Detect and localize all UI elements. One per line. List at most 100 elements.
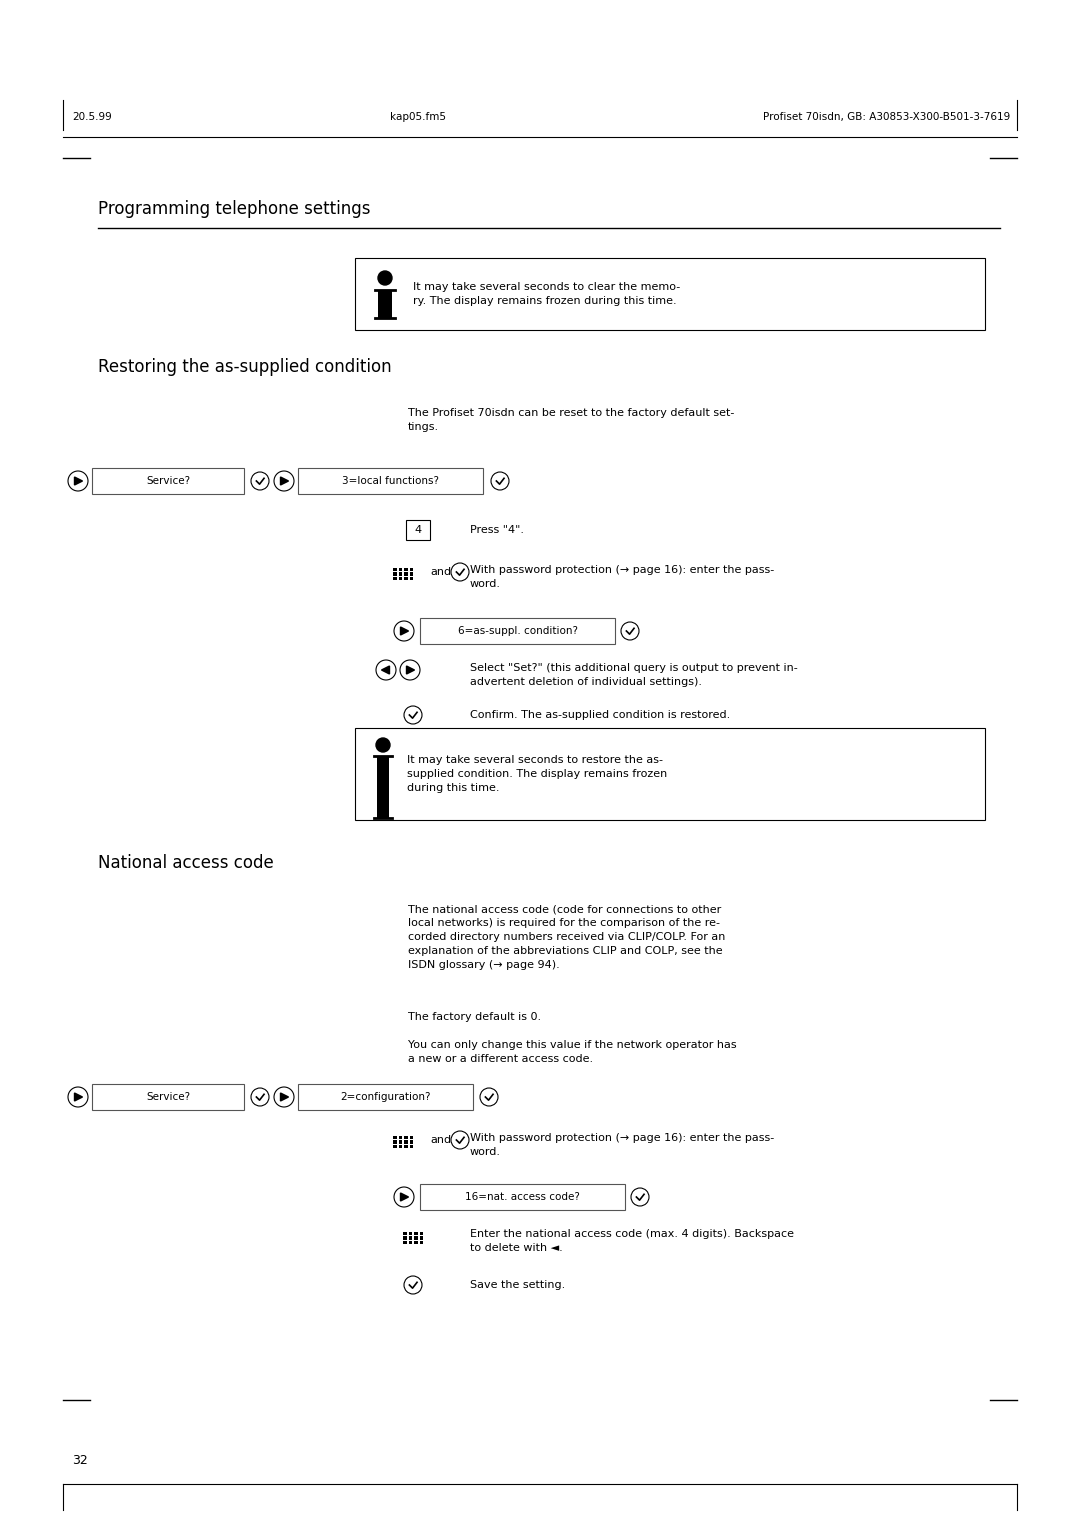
Text: Service?: Service?: [146, 1093, 190, 1102]
Polygon shape: [281, 1093, 288, 1102]
Circle shape: [251, 472, 269, 490]
FancyBboxPatch shape: [403, 1232, 406, 1235]
FancyBboxPatch shape: [408, 1232, 411, 1235]
Circle shape: [68, 471, 87, 490]
FancyBboxPatch shape: [393, 576, 396, 581]
FancyBboxPatch shape: [414, 1232, 418, 1235]
Text: With password protection (→ page 16): enter the pass-
word.: With password protection (→ page 16): en…: [470, 1132, 774, 1157]
FancyBboxPatch shape: [403, 1241, 406, 1244]
Circle shape: [378, 270, 392, 286]
Circle shape: [451, 1131, 469, 1149]
Text: The factory default is 0.: The factory default is 0.: [408, 1012, 541, 1022]
Text: It may take several seconds to restore the as-
supplied condition. The display r: It may take several seconds to restore t…: [407, 755, 667, 793]
FancyBboxPatch shape: [404, 571, 407, 576]
FancyBboxPatch shape: [404, 567, 407, 571]
FancyBboxPatch shape: [409, 571, 413, 576]
Circle shape: [394, 1187, 414, 1207]
FancyBboxPatch shape: [419, 1232, 423, 1235]
Text: Save the setting.: Save the setting.: [470, 1280, 565, 1290]
Polygon shape: [75, 1093, 82, 1102]
Circle shape: [376, 738, 390, 752]
FancyBboxPatch shape: [377, 756, 389, 817]
FancyBboxPatch shape: [403, 1236, 406, 1239]
FancyBboxPatch shape: [399, 567, 402, 571]
Text: The national access code (code for connections to other
local networks) is requi: The national access code (code for conne…: [408, 905, 726, 970]
FancyBboxPatch shape: [404, 1144, 407, 1148]
FancyBboxPatch shape: [399, 571, 402, 576]
FancyBboxPatch shape: [419, 1236, 423, 1239]
Text: and: and: [430, 567, 451, 578]
Text: Programming telephone settings: Programming telephone settings: [98, 200, 370, 219]
Text: Select "Set?" (this additional query is output to prevent in-
advertent deletion: Select "Set?" (this additional query is …: [470, 663, 798, 688]
FancyBboxPatch shape: [355, 727, 985, 821]
FancyBboxPatch shape: [409, 1144, 413, 1148]
FancyBboxPatch shape: [393, 1144, 396, 1148]
Text: Enter the national access code (max. 4 digits). Backspace
to delete with ◄.: Enter the national access code (max. 4 d…: [470, 1229, 794, 1253]
FancyBboxPatch shape: [414, 1241, 418, 1244]
Text: Profiset 70isdn, GB: A30853-X300-B501-3-7619: Profiset 70isdn, GB: A30853-X300-B501-3-…: [762, 112, 1010, 122]
FancyBboxPatch shape: [393, 1135, 396, 1138]
FancyBboxPatch shape: [399, 576, 402, 581]
Circle shape: [274, 471, 294, 490]
Circle shape: [404, 706, 422, 724]
Text: 20.5.99: 20.5.99: [72, 112, 111, 122]
FancyBboxPatch shape: [409, 567, 413, 571]
Text: and: and: [430, 1135, 451, 1144]
Circle shape: [274, 1086, 294, 1106]
FancyBboxPatch shape: [406, 520, 430, 541]
Polygon shape: [75, 477, 82, 484]
FancyBboxPatch shape: [414, 1236, 418, 1239]
Polygon shape: [381, 666, 390, 674]
FancyBboxPatch shape: [408, 1241, 411, 1244]
FancyBboxPatch shape: [404, 576, 407, 581]
Text: Press "4".: Press "4".: [470, 526, 524, 535]
FancyBboxPatch shape: [378, 290, 392, 318]
Polygon shape: [406, 666, 415, 674]
FancyBboxPatch shape: [409, 1140, 413, 1143]
FancyBboxPatch shape: [298, 1083, 473, 1109]
Circle shape: [251, 1088, 269, 1106]
Text: Service?: Service?: [146, 477, 190, 486]
Circle shape: [480, 1088, 498, 1106]
FancyBboxPatch shape: [408, 1236, 411, 1239]
Circle shape: [621, 622, 639, 640]
FancyBboxPatch shape: [420, 617, 615, 643]
Text: National access code: National access code: [98, 854, 273, 872]
FancyBboxPatch shape: [399, 1144, 402, 1148]
Circle shape: [400, 660, 420, 680]
FancyBboxPatch shape: [92, 1083, 244, 1109]
Polygon shape: [281, 477, 288, 484]
Text: Confirm. The as-supplied condition is restored.: Confirm. The as-supplied condition is re…: [470, 711, 730, 720]
FancyBboxPatch shape: [393, 571, 396, 576]
FancyBboxPatch shape: [409, 576, 413, 581]
Circle shape: [451, 562, 469, 581]
Text: You can only change this value if the network operator has
a new or a different : You can only change this value if the ne…: [408, 1041, 737, 1063]
FancyBboxPatch shape: [92, 468, 244, 494]
Circle shape: [394, 620, 414, 642]
Text: 2=configuration?: 2=configuration?: [340, 1093, 431, 1102]
Text: 32: 32: [72, 1453, 87, 1467]
Text: 16=nat. access code?: 16=nat. access code?: [465, 1192, 580, 1203]
Text: The Profiset 70isdn can be reset to the factory default set-
tings.: The Profiset 70isdn can be reset to the …: [408, 408, 734, 432]
Text: Restoring the as-supplied condition: Restoring the as-supplied condition: [98, 358, 392, 376]
Circle shape: [404, 1276, 422, 1294]
FancyBboxPatch shape: [355, 258, 985, 330]
Circle shape: [491, 472, 509, 490]
Circle shape: [376, 660, 396, 680]
FancyBboxPatch shape: [420, 1184, 625, 1210]
FancyBboxPatch shape: [298, 468, 483, 494]
Text: With password protection (→ page 16): enter the pass-
word.: With password protection (→ page 16): en…: [470, 565, 774, 588]
FancyBboxPatch shape: [404, 1140, 407, 1143]
Polygon shape: [401, 1193, 408, 1201]
Circle shape: [68, 1086, 87, 1106]
Text: 3=local functions?: 3=local functions?: [342, 477, 438, 486]
FancyBboxPatch shape: [399, 1135, 402, 1138]
Polygon shape: [401, 626, 408, 636]
FancyBboxPatch shape: [419, 1241, 423, 1244]
FancyBboxPatch shape: [393, 1140, 396, 1143]
Text: It may take several seconds to clear the memo-
ry. The display remains frozen du: It may take several seconds to clear the…: [413, 283, 680, 306]
Circle shape: [631, 1187, 649, 1206]
FancyBboxPatch shape: [409, 1135, 413, 1138]
Text: 4: 4: [415, 526, 421, 535]
Text: 6=as-suppl. condition?: 6=as-suppl. condition?: [458, 626, 578, 636]
